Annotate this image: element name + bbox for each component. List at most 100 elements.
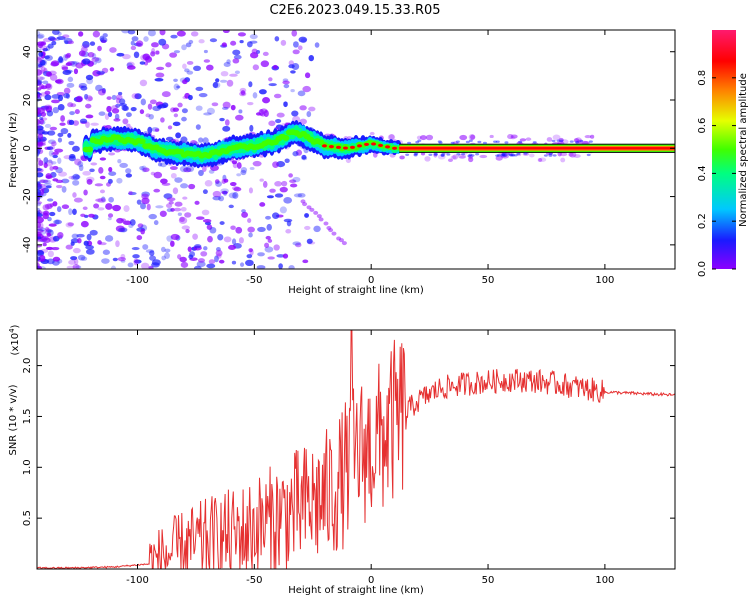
heatmap-peak-cell [392,146,398,150]
heatmap-noise-cell [184,68,190,73]
heatmap-noise-cell [229,182,237,187]
heatmap-noise-cell [57,231,64,239]
heatmap-noise-cell [283,197,293,204]
heatmap-noise-cell [67,40,74,45]
heatmap-noise-cell [77,161,84,168]
heatmap-noise-cell [212,190,222,198]
heatmap-noise-cell [249,33,258,40]
heatmap-band-cell [387,134,396,141]
heatmap-noise-cell [37,62,42,69]
heatmap-noise-cell [235,226,243,234]
heatmap-noise-cell [181,108,188,114]
heatmap-streak-cell [302,202,308,207]
heatmap-noise-cell [73,197,83,203]
heatmap-noise-cell [75,62,84,69]
heatmap-noise-cell [195,105,203,111]
heatmap-noise-cell [56,36,66,41]
snr-xtick-label: 100 [595,575,614,586]
heatmap-noise-cell [288,173,293,178]
heatmap-noise-cell [38,254,46,262]
heatmap-noise-cell [173,113,179,118]
heatmap-noise-cell [202,218,212,223]
heatmap-noise-cell [46,246,53,250]
colorbar-label: Normalized spectral amplitude [738,73,749,227]
heatmap-band-cell [551,139,556,143]
heatmap-noise-cell [85,121,90,128]
heatmap-band-cell [413,153,418,156]
heatmap-noise-cell [131,93,139,99]
heatmap-noise-cell [39,69,44,74]
colorbar-gradient [712,30,736,269]
heatmap-noise-cell [209,38,218,43]
heatmap-noise-cell [107,213,114,218]
heatmap-noise-cell [170,34,178,39]
heatmap-noise-cell [45,71,52,77]
heatmap-noise-cell [165,136,174,141]
heatmap-noise-cell [222,101,231,109]
heatmap-noise-cell [48,159,53,163]
heatmap-noise-cell [45,175,53,179]
heatmap-noise-cell [42,242,47,247]
heatmap-noise-cell [180,136,188,143]
heatmap-noise-cell [51,141,57,147]
heatmap-noise-cell [47,216,52,222]
heatmap-noise-cell [223,236,232,243]
heatmap-band-cell [537,158,543,162]
heatmap-noise-cell [37,266,41,269]
heatmap-noise-cell [40,41,47,46]
spectrogram-xlabel: Height of straight line (km) [288,285,424,296]
heatmap-band-cell [548,152,553,156]
heatmap-noise-cell [61,186,67,193]
heatmap-band-cell [405,153,410,156]
heatmap-noise-cell [248,232,253,238]
heatmap-noise-cell [208,169,215,174]
heatmap-noise-cell [139,109,145,115]
heatmap-noise-cell [203,49,208,54]
heatmap-noise-cell [60,127,69,135]
heatmap-noise-cell [50,61,59,67]
heatmap-noise-cell [104,113,110,120]
heatmap-noise-cell [214,179,220,184]
heatmap-noise-cell [37,147,41,154]
heatmap-noise-cell [285,229,292,234]
heatmap-noise-cell [231,160,238,165]
spectrogram-frame [36,29,676,270]
heatmap-peak-cell [335,145,341,149]
heatmap-noise-cell [49,211,56,217]
heatmap-noise-cell [90,162,98,166]
heatmap-noise-cell [283,101,288,108]
heatmap-noise-cell [106,105,112,113]
heatmap-noise-cell [45,226,50,232]
heatmap-noise-cell [169,52,178,58]
heatmap-noise-cell [246,254,253,259]
heatmap-noise-cell [130,45,137,51]
heatmap-noise-cell [128,190,133,196]
heatmap-noise-cell [57,57,64,64]
heatmap-noise-cell [203,246,208,251]
snr-panel: -100 -50 0 50 100 0.5 1.0 1.5 2.0 Height of stra… [8,324,676,596]
heatmap-noise-cell [283,83,290,89]
heatmap-noise-cell [37,228,44,233]
heatmap-noise-cell [173,50,181,54]
heatmap-noise-cell [85,95,93,102]
heatmap-noise-cell [39,45,48,51]
heatmap-noise-cell [108,152,116,156]
heatmap-band-cell [440,154,445,157]
snr-scale-base: (x10 [10,333,21,356]
heatmap-noise-cell [148,113,154,120]
heatmap-noise-cell [76,233,85,238]
heatmap-noise-cell [80,85,88,91]
heatmap-noise-cell [44,182,52,187]
heatmap-noise-cell [153,171,163,179]
heatmap-peak-cell [349,145,355,149]
heatmap-noise-cell [195,216,205,220]
heatmap-noise-cell [98,111,106,116]
heatmap-noise-cell [40,66,46,73]
heatmap-noise-cell [197,258,206,263]
heatmap-noise-cell [37,141,41,148]
heatmap-noise-cell [141,165,147,173]
heatmap-noise-cell [80,213,86,218]
heatmap-noise-cell [37,227,47,232]
heatmap-noise-cell [221,42,227,47]
heatmap-band-cell [407,141,412,145]
